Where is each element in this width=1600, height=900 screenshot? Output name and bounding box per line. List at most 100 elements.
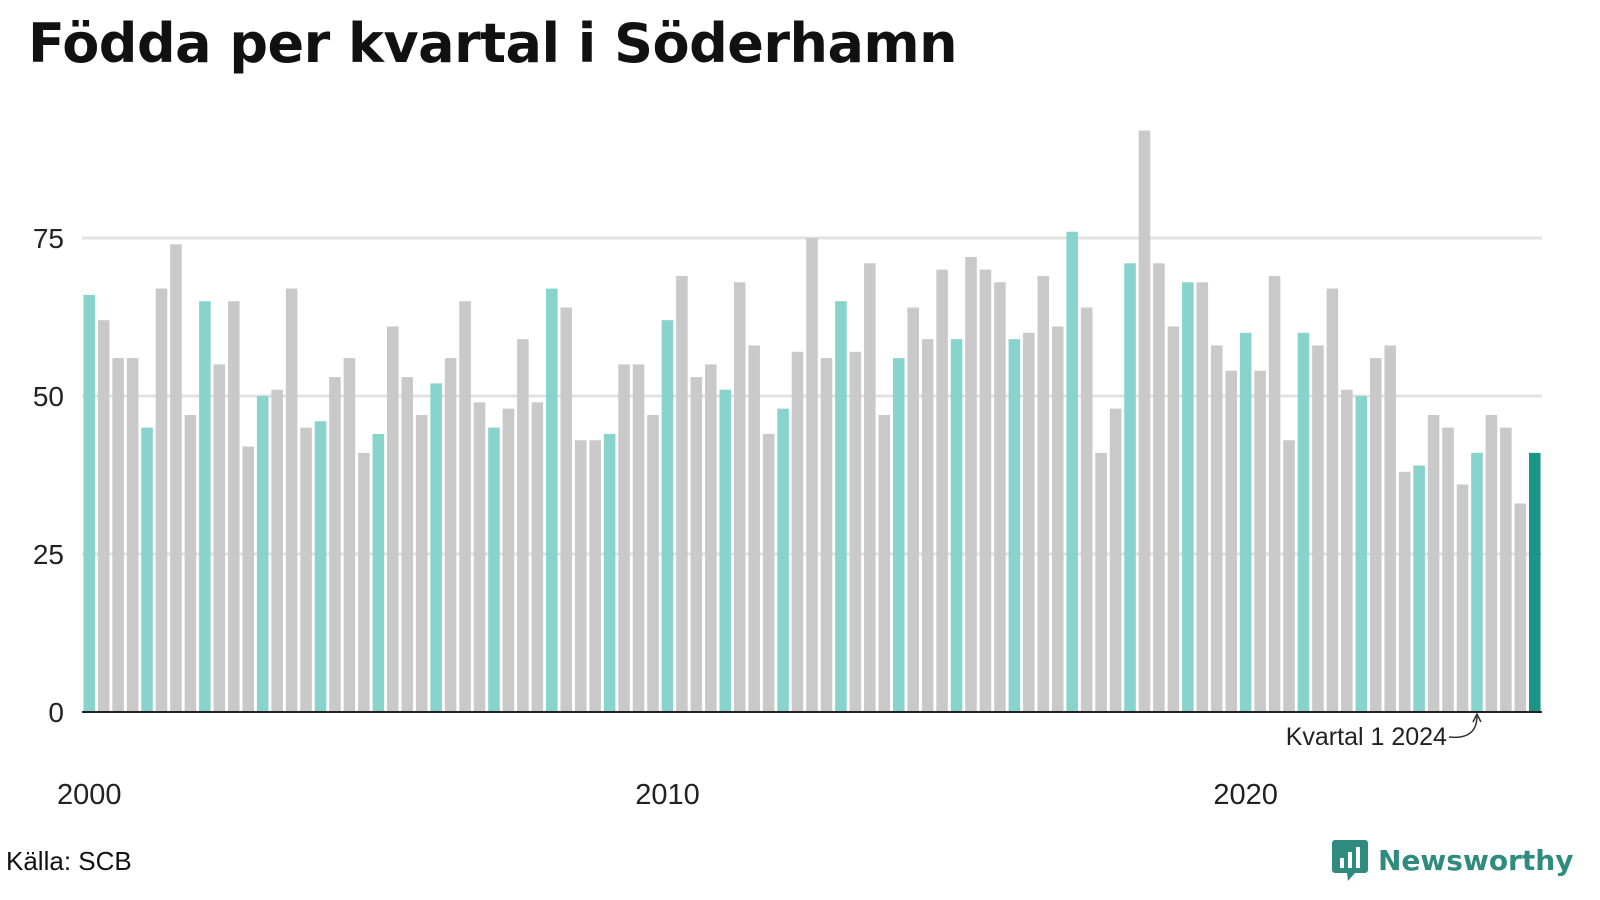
bar: [690, 377, 703, 712]
bar: [560, 307, 573, 712]
bar: [647, 414, 659, 712]
bar: [126, 358, 139, 712]
bar: [97, 320, 110, 712]
bar: [1326, 288, 1339, 712]
bar: [603, 433, 616, 712]
bar: [849, 351, 862, 712]
bar: [1268, 275, 1281, 712]
axes: 0 25 50 75 2000 2010 2020: [33, 223, 1542, 811]
bar: [892, 358, 905, 712]
bar: [112, 358, 124, 712]
y-tick-label: 50: [33, 381, 64, 412]
bar: [1080, 307, 1093, 712]
bar: [676, 275, 688, 712]
bar: [184, 414, 197, 712]
newsworthy-brand[interactable]: Newsworthy: [1332, 838, 1573, 882]
bar-chart: 0 25 50 75 2000 2010 2020 Kvartal 1 2024: [33, 130, 1542, 811]
bar: [864, 263, 876, 712]
bar: [1398, 471, 1411, 712]
bar: [1341, 389, 1353, 712]
bar: [1254, 370, 1266, 712]
bar: [1312, 345, 1324, 712]
bar: [835, 301, 847, 712]
y-tick-label: 25: [33, 539, 64, 570]
bar: [994, 282, 1006, 712]
bar: [83, 294, 96, 712]
annotation-arrow: [1448, 715, 1478, 739]
bar: [1442, 427, 1454, 712]
bar: [256, 396, 269, 712]
bar: [1514, 503, 1527, 712]
bar: [372, 433, 385, 712]
bar: [242, 446, 255, 712]
bar: [1413, 465, 1425, 712]
bar: [155, 288, 168, 712]
bar: [387, 326, 399, 712]
bar: [878, 414, 891, 712]
bar: [921, 339, 934, 712]
bar: [1384, 345, 1396, 712]
bar: [343, 358, 356, 712]
bar: [1138, 130, 1151, 712]
bar: [936, 269, 948, 712]
bar: [748, 345, 760, 712]
bar: [271, 389, 283, 712]
bar: [314, 421, 327, 712]
bar: [1456, 484, 1469, 712]
bar: [401, 377, 414, 712]
bar: [329, 377, 341, 712]
bar: [1355, 396, 1368, 712]
annotation: Kvartal 1 2024: [1286, 712, 1482, 751]
bar: [1427, 414, 1440, 712]
bar: [1528, 452, 1541, 712]
bar: [806, 238, 818, 712]
x-tick-label: 2020: [1213, 779, 1278, 811]
chart-title: Födda per kvartal i Söderhamn: [28, 12, 958, 75]
bar: [965, 256, 977, 712]
bar: [820, 358, 833, 712]
bar: [1182, 282, 1194, 712]
bar: [1196, 282, 1209, 712]
bar: [1066, 231, 1078, 712]
bar: [546, 288, 558, 712]
bar: [1500, 427, 1512, 712]
bar: [213, 364, 226, 712]
bar: [632, 364, 645, 712]
bar: [1225, 370, 1237, 712]
bar: [574, 440, 587, 712]
bar: [705, 364, 717, 712]
bar: [661, 320, 674, 712]
newsworthy-logo-icon: [1332, 840, 1368, 881]
bar: [488, 427, 500, 712]
bar: [473, 402, 486, 712]
bar: [170, 244, 182, 712]
bar: [502, 408, 515, 712]
bar: [733, 282, 746, 712]
bar: [300, 427, 312, 712]
bar: [285, 288, 298, 712]
bar: [907, 307, 919, 712]
x-tick-label: 2010: [635, 779, 700, 811]
bar: [1124, 263, 1136, 712]
bar: [358, 452, 370, 712]
bar: [517, 339, 529, 712]
bar: [719, 389, 732, 712]
bar: [1369, 358, 1382, 712]
bar: [415, 414, 428, 712]
bar: [228, 301, 240, 712]
bar: [430, 383, 442, 712]
bar: [199, 301, 211, 712]
x-tick-label: 2000: [57, 779, 122, 811]
source-label: Källa: SCB: [6, 846, 132, 876]
annotation-arrowhead: [1472, 712, 1482, 723]
annotation-label: Kvartal 1 2024: [1286, 723, 1447, 751]
bar: [1153, 263, 1165, 712]
y-tick-label: 75: [33, 223, 64, 254]
bar: [141, 427, 153, 712]
bar: [1297, 332, 1310, 712]
bar: [531, 402, 544, 712]
bar: [762, 433, 775, 712]
bar: [1023, 332, 1035, 712]
bar: [777, 408, 789, 712]
bar: [589, 440, 601, 712]
